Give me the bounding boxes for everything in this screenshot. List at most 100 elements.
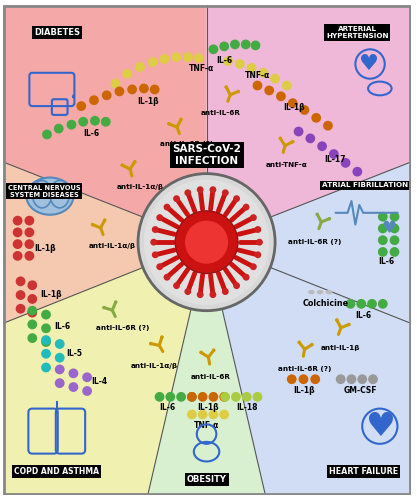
Circle shape	[54, 124, 64, 134]
Ellipse shape	[32, 180, 52, 208]
Circle shape	[368, 374, 378, 384]
Circle shape	[250, 264, 257, 270]
Text: IL-1β: IL-1β	[197, 403, 219, 412]
Circle shape	[28, 280, 37, 290]
Circle shape	[270, 74, 280, 84]
Circle shape	[89, 96, 99, 105]
Circle shape	[347, 322, 351, 326]
Circle shape	[198, 410, 208, 420]
Polygon shape	[206, 6, 411, 242]
Circle shape	[253, 80, 262, 90]
Circle shape	[13, 239, 23, 249]
Circle shape	[167, 122, 171, 126]
Circle shape	[102, 90, 112, 100]
Circle shape	[225, 284, 233, 291]
Circle shape	[264, 86, 274, 96]
Circle shape	[194, 53, 203, 63]
Circle shape	[173, 282, 180, 289]
Circle shape	[243, 274, 249, 280]
Circle shape	[127, 84, 137, 94]
Circle shape	[114, 300, 118, 304]
Circle shape	[25, 251, 34, 261]
Circle shape	[316, 212, 319, 216]
Circle shape	[138, 174, 275, 310]
Circle shape	[389, 212, 399, 222]
Polygon shape	[206, 162, 411, 324]
Circle shape	[175, 211, 238, 274]
Circle shape	[310, 343, 314, 346]
Text: anti-IL-6R (?): anti-IL-6R (?)	[160, 142, 214, 148]
Circle shape	[187, 392, 197, 402]
Circle shape	[55, 378, 65, 388]
Circle shape	[323, 121, 333, 130]
Text: GM-CSF: GM-CSF	[344, 386, 377, 396]
Text: CENTRAL NERVOUS
SYSTEM DISEASES: CENTRAL NERVOUS SYSTEM DISEASES	[8, 185, 80, 198]
Circle shape	[352, 167, 362, 176]
Text: IL-6: IL-6	[157, 256, 170, 262]
Text: anti-IL-1α/β: anti-IL-1α/β	[131, 362, 178, 368]
Circle shape	[279, 136, 282, 140]
Circle shape	[209, 291, 216, 298]
Circle shape	[242, 392, 251, 402]
Circle shape	[341, 158, 350, 168]
Circle shape	[28, 306, 37, 316]
Circle shape	[122, 69, 132, 78]
Text: IL-1β: IL-1β	[34, 244, 56, 252]
Circle shape	[55, 364, 65, 374]
Text: ♥: ♥	[359, 54, 379, 74]
Circle shape	[233, 195, 240, 202]
Circle shape	[16, 304, 25, 314]
Circle shape	[163, 204, 171, 210]
Circle shape	[135, 62, 145, 72]
Text: HEART FAILURE: HEART FAILURE	[329, 467, 398, 476]
Text: IL-6: IL-6	[54, 322, 70, 331]
Text: IL-17: IL-17	[324, 156, 346, 164]
Circle shape	[357, 374, 367, 384]
Polygon shape	[3, 162, 206, 324]
Circle shape	[163, 246, 171, 254]
Circle shape	[16, 290, 25, 300]
Circle shape	[241, 40, 251, 50]
Text: IL-1β: IL-1β	[283, 102, 304, 112]
Circle shape	[231, 392, 241, 402]
Circle shape	[288, 98, 298, 108]
Circle shape	[155, 392, 164, 402]
Text: anti-IL-6R (?): anti-IL-6R (?)	[95, 326, 149, 332]
Circle shape	[28, 294, 37, 304]
Circle shape	[152, 226, 158, 233]
Text: ♥: ♥	[381, 220, 396, 238]
Circle shape	[389, 236, 399, 245]
Text: anti-IL-6R: anti-IL-6R	[200, 110, 240, 116]
Circle shape	[173, 195, 180, 202]
Text: anti-IL-1α/β: anti-IL-1α/β	[116, 184, 163, 190]
Text: IL-6: IL-6	[355, 311, 371, 320]
Circle shape	[328, 217, 331, 220]
Circle shape	[28, 333, 37, 343]
Circle shape	[76, 101, 86, 111]
Circle shape	[294, 126, 304, 136]
Circle shape	[230, 284, 238, 291]
Circle shape	[222, 288, 229, 295]
Circle shape	[187, 392, 197, 402]
Circle shape	[287, 374, 296, 384]
Polygon shape	[206, 242, 411, 494]
Circle shape	[121, 164, 124, 167]
Text: IL-1β: IL-1β	[294, 386, 315, 396]
Circle shape	[336, 374, 346, 384]
Circle shape	[222, 190, 229, 196]
Circle shape	[166, 392, 175, 402]
Circle shape	[389, 247, 399, 257]
Circle shape	[197, 186, 203, 193]
Circle shape	[254, 226, 261, 233]
Circle shape	[256, 238, 263, 246]
Circle shape	[217, 194, 225, 202]
Circle shape	[190, 284, 198, 291]
Circle shape	[212, 194, 220, 202]
Circle shape	[310, 374, 320, 384]
Circle shape	[16, 276, 25, 286]
Circle shape	[219, 410, 229, 420]
Circle shape	[25, 216, 34, 226]
Text: IL-1β: IL-1β	[40, 290, 62, 298]
Circle shape	[249, 228, 256, 236]
Circle shape	[150, 238, 157, 246]
